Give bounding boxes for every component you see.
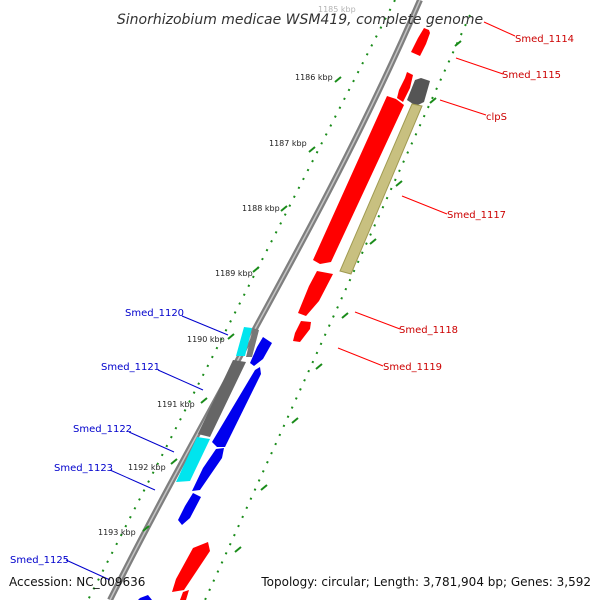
ruler-label: 1189 kbp bbox=[215, 269, 253, 278]
ruler-dotted-track bbox=[87, 0, 396, 600]
map-title: Sinorhizobium medicae WSM419, complete g… bbox=[117, 12, 483, 28]
feature-gray-smed-1121[interactable] bbox=[198, 360, 246, 437]
ruler-label: 1188 kbp bbox=[242, 204, 280, 213]
gene-arrow-smed-1123[interactable] bbox=[192, 448, 224, 491]
reverse-leader-lines bbox=[65, 315, 229, 581]
ruler-label: 1187 kbp bbox=[269, 139, 307, 148]
feature-gray-smed-1120[interactable] bbox=[246, 328, 259, 357]
leader-line bbox=[109, 469, 156, 491]
tick-mark bbox=[200, 397, 208, 404]
leader-line bbox=[181, 315, 229, 336]
gene-label-smed-1114[interactable]: Smed_1114 bbox=[515, 34, 574, 45]
gene-box-clps[interactable] bbox=[407, 78, 430, 106]
gene-arrow-smed-1125[interactable] bbox=[138, 595, 152, 600]
gene-arrow-smed-1115[interactable] bbox=[397, 72, 413, 102]
ruler-label: 1192 kbp bbox=[128, 463, 166, 472]
gene-label-smed-1115[interactable]: Smed_1115 bbox=[502, 70, 561, 81]
gene-label-smed-1121[interactable]: Smed_1121 bbox=[101, 362, 160, 373]
tick-mark bbox=[142, 525, 150, 532]
inner-track-dashes bbox=[234, 40, 462, 553]
track-dash bbox=[291, 417, 299, 424]
gene-label-smed-1125[interactable]: Smed_1125 bbox=[10, 555, 69, 566]
leader-line bbox=[157, 369, 204, 391]
tick-mark bbox=[334, 76, 342, 83]
gene-arrow-smed-1114[interactable] bbox=[411, 28, 430, 56]
gene-label-smed-1120[interactable]: Smed_1120 bbox=[125, 308, 184, 319]
gene-label-smed-1119[interactable]: Smed_1119 bbox=[383, 362, 442, 373]
ruler-label: 1191 kbp bbox=[157, 400, 195, 409]
tick-mark bbox=[280, 205, 288, 212]
gene-label-smed-1117[interactable]: Smed_1117 bbox=[447, 210, 506, 221]
track-dash bbox=[395, 180, 403, 187]
track-dash bbox=[315, 363, 323, 370]
tick-mark bbox=[227, 333, 235, 340]
gene-arrow-lower-red[interactable] bbox=[172, 542, 210, 592]
feature-rna-smed-1117[interactable] bbox=[339, 103, 423, 275]
track-dash bbox=[369, 238, 377, 245]
track-dash bbox=[454, 40, 462, 47]
gene-arrow-smed-1118[interactable] bbox=[298, 271, 333, 316]
forward-leader-lines bbox=[337, 21, 516, 367]
leader-line bbox=[401, 195, 448, 215]
gene-arrow-blue-1193[interactable] bbox=[178, 493, 201, 525]
tick-mark bbox=[252, 266, 260, 273]
leader-line bbox=[439, 99, 487, 116]
leader-line bbox=[455, 57, 504, 75]
inner-dotted-track bbox=[204, 14, 471, 600]
gene-arrow-smed-1121[interactable] bbox=[212, 367, 261, 447]
leader-line bbox=[65, 559, 111, 581]
accession-text: Accession: NC_009636 bbox=[9, 575, 145, 589]
track-dash bbox=[429, 97, 437, 104]
gene-arrow-bottom-red[interactable] bbox=[180, 590, 189, 600]
track-dash bbox=[341, 312, 349, 319]
leader-line bbox=[483, 21, 516, 37]
gene-arrow-smed-1119[interactable] bbox=[293, 321, 311, 342]
feature-cyan-smed-1120[interactable] bbox=[236, 327, 252, 356]
gene-label-smed-1123[interactable]: Smed_1123 bbox=[54, 463, 113, 474]
ruler-label: 1190 kbp bbox=[187, 335, 225, 344]
gene-label-smed-1118[interactable]: Smed_1118 bbox=[399, 325, 458, 336]
gene-label-clps[interactable]: clpS bbox=[486, 112, 507, 123]
genome-backbone-highlight bbox=[109, 0, 421, 600]
leader-line bbox=[128, 431, 175, 453]
leader-line bbox=[354, 311, 401, 330]
ruler-label: 1186 kbp bbox=[295, 73, 333, 82]
topology-text: Topology: circular; Length: 3,781,904 bp… bbox=[260, 575, 591, 589]
gene-label-smed-1122[interactable]: Smed_1122 bbox=[73, 424, 132, 435]
leader-line bbox=[337, 347, 384, 367]
tick-mark bbox=[308, 146, 316, 153]
ruler-label: 1193 kbp bbox=[98, 528, 136, 537]
gene-arrow-smed-1117[interactable] bbox=[313, 96, 404, 264]
gene-arrow-blue-1190[interactable] bbox=[250, 337, 272, 366]
track-dash bbox=[260, 484, 268, 491]
track-dash bbox=[234, 546, 242, 553]
tick-mark bbox=[170, 458, 178, 465]
feature-cyan-smed-1122[interactable] bbox=[176, 437, 210, 482]
ruler-label-faded: 1185 kbp bbox=[318, 5, 356, 14]
ruler-major-ticks bbox=[142, 76, 342, 532]
